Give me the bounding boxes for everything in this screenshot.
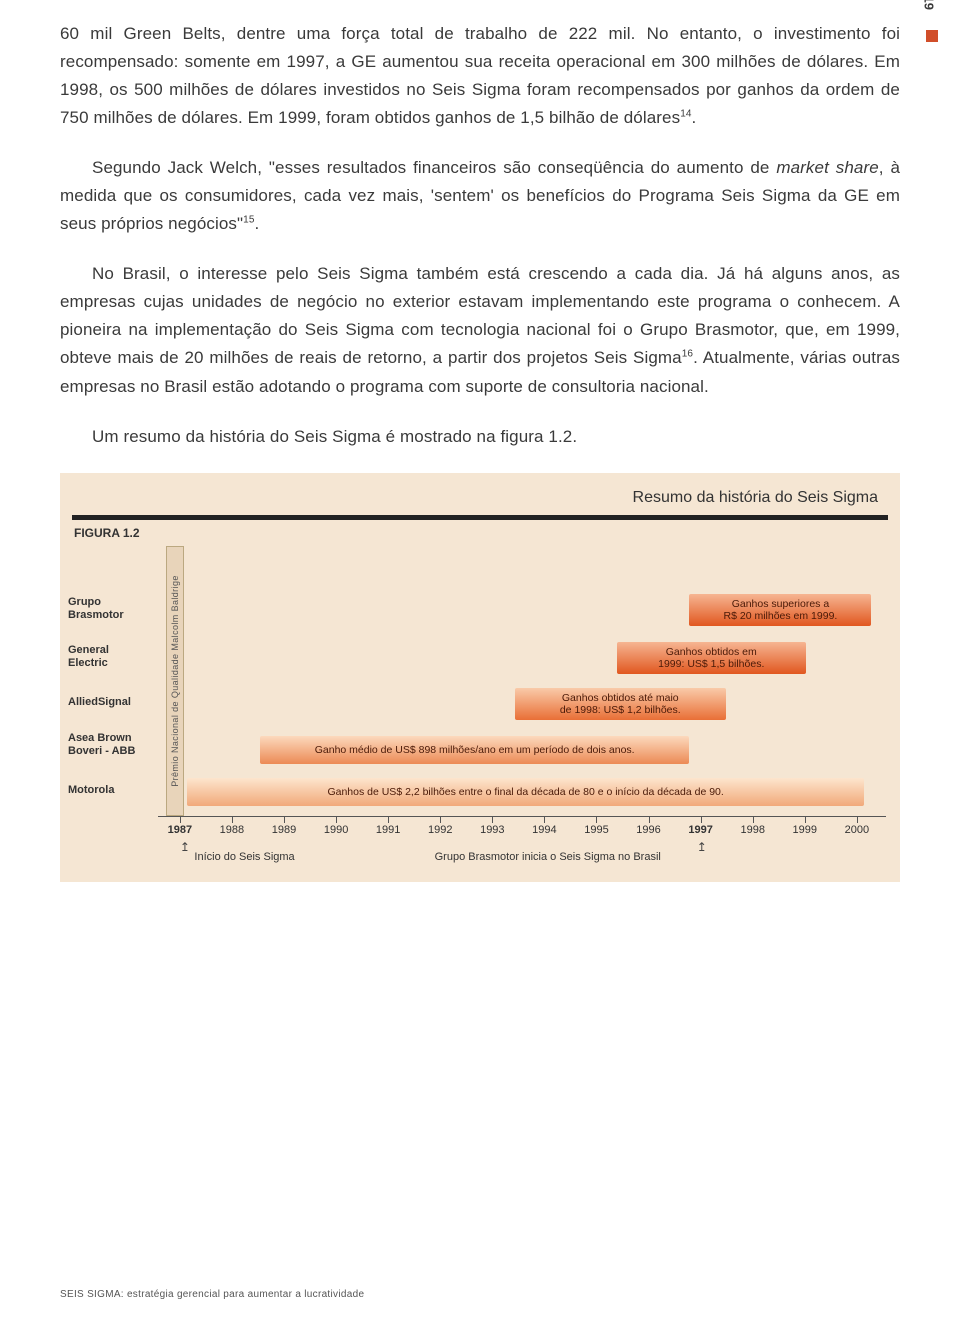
p2-a: Segundo Jack Welch, "esses resultados fi…	[92, 158, 776, 177]
figure-label: FIGURA 1.2	[68, 524, 892, 546]
year-tick: 1987	[168, 824, 192, 836]
timeline-bar: Ganhos obtidos até maiode 1998: US$ 1,2 …	[515, 688, 726, 720]
figure-rule	[72, 515, 888, 520]
tick-mark	[701, 816, 702, 823]
year-tick: 1996	[636, 824, 660, 836]
timeline-bar: Ganhos obtidos em1999: US$ 1,5 bilhões.	[617, 642, 806, 674]
year-tick: 1995	[584, 824, 608, 836]
p2-end: .	[255, 214, 260, 233]
p4-text: Um resumo da história do Seis Sigma é mo…	[92, 427, 577, 446]
tick-mark	[596, 816, 597, 823]
paragraph-2: Segundo Jack Welch, "esses resultados fi…	[60, 154, 900, 238]
year-tick: 1990	[324, 824, 348, 836]
row-label: AlliedSignal	[68, 696, 150, 709]
row-label: Asea BrownBoveri - ABB	[68, 732, 150, 758]
figure-1-2: Resumo da história do Seis Sigma FIGURA …	[60, 473, 900, 882]
tick-mark	[284, 816, 285, 823]
year-tick: 1993	[480, 824, 504, 836]
year-tick: 1998	[740, 824, 764, 836]
row-labels: GrupoBrasmotor GeneralElectric AlliedSigna…	[68, 546, 154, 876]
chart-area: GrupoBrasmotor GeneralElectric AlliedSigna…	[68, 546, 892, 876]
tick-mark	[649, 816, 650, 823]
page-marker	[926, 30, 938, 42]
row-label: GrupoBrasmotor	[68, 596, 150, 622]
p1-text: 60 mil Green Belts, dentre uma força tot…	[60, 24, 900, 127]
p2-sup: 15	[243, 215, 254, 226]
tick-mark	[544, 816, 545, 823]
page-footer: SEIS SIGMA: estratégia gerencial para au…	[60, 1289, 364, 1300]
tick-mark	[857, 816, 858, 823]
figure-title: Resumo da história do Seis Sigma	[68, 489, 892, 515]
timeline-bar: Ganhos superiores aR$ 20 milhões em 1999…	[689, 594, 871, 626]
body-text: 60 mil Green Belts, dentre uma força tot…	[60, 20, 900, 451]
row-label: Motorola	[68, 784, 150, 797]
year-tick: 2000	[845, 824, 869, 836]
arrow-icon: ↥	[697, 840, 707, 854]
tick-mark	[440, 816, 441, 823]
p3-sup: 16	[682, 349, 693, 360]
tick-mark	[492, 816, 493, 823]
p2-italic: market share	[776, 158, 878, 177]
tick-mark	[388, 816, 389, 823]
paragraph-1: 60 mil Green Belts, dentre uma força tot…	[60, 20, 900, 132]
year-tick: 1989	[272, 824, 296, 836]
year-tick: 1999	[793, 824, 817, 836]
caption-right: Grupo Brasmotor inicia o Seis Sigma no B…	[435, 851, 661, 863]
page-number: 19	[921, 0, 936, 10]
row-label: GeneralElectric	[68, 644, 150, 670]
tick-mark	[805, 816, 806, 823]
p1-sup: 14	[680, 108, 691, 119]
tick-mark	[180, 816, 181, 823]
x-axis	[158, 816, 886, 817]
arrow-icon: ↥	[180, 840, 190, 854]
paragraph-3: No Brasil, o interesse pelo Seis Sigma t…	[60, 260, 900, 400]
year-tick: 1997	[688, 824, 712, 836]
p1-end: .	[692, 108, 697, 127]
tick-mark	[336, 816, 337, 823]
paragraph-4: Um resumo da história do Seis Sigma é mo…	[60, 423, 900, 451]
year-tick: 1991	[376, 824, 400, 836]
year-tick: 1988	[220, 824, 244, 836]
year-tick: 1994	[532, 824, 556, 836]
timeline-bar: Ganho médio de US$ 898 milhões/ano em um…	[260, 736, 690, 764]
caption-left: Início do Seis Sigma	[194, 851, 294, 863]
year-tick: 1992	[428, 824, 452, 836]
tick-mark	[232, 816, 233, 823]
tick-mark	[753, 816, 754, 823]
timeline-bar: Ganhos de US$ 2,2 bilhões entre o final …	[187, 778, 864, 806]
plot-area: Ganhos superiores aR$ 20 milhões em 1999…	[158, 546, 886, 876]
